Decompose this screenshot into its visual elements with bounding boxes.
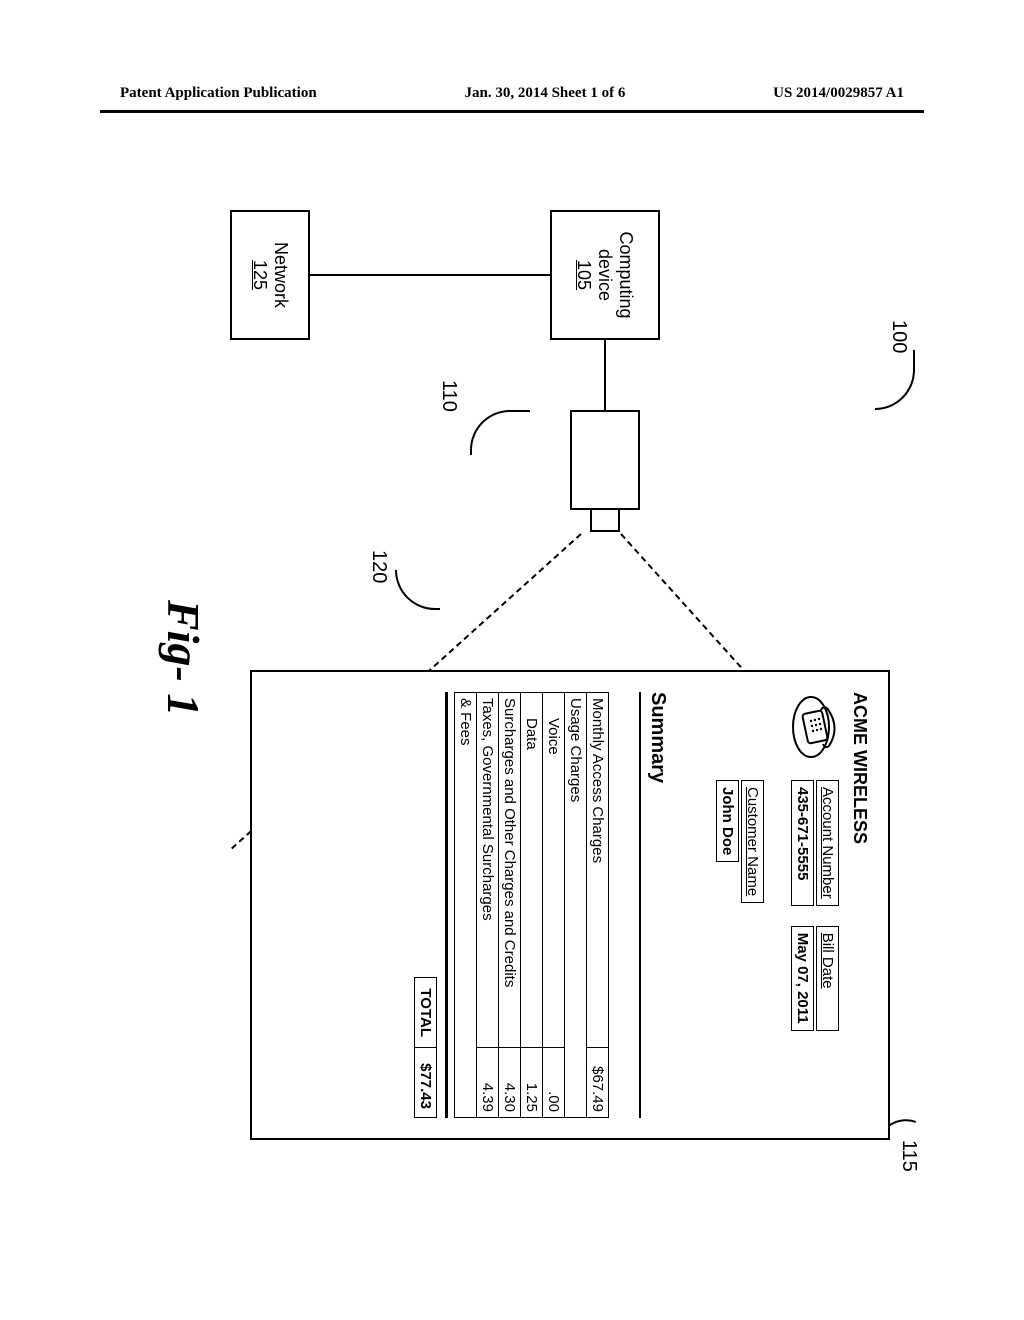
- billdate-field: Bill Date May 07, 2011: [789, 926, 839, 1031]
- ref-100: 100: [887, 320, 910, 353]
- connector-device-network: [310, 274, 550, 276]
- ref-110-leader: [470, 410, 530, 455]
- ref-120-leader: [395, 570, 440, 610]
- document-bill: ACME WIRELESS Account Number: [250, 670, 890, 1140]
- figure-area: 100 Computing device 105 Network 125 110…: [5, 265, 1024, 1095]
- table-row: Taxes, Governmental Surcharges 4.39: [477, 693, 499, 1118]
- computing-device-num: 105: [574, 260, 595, 290]
- computing-device-label-1: Computing: [616, 231, 637, 318]
- summary-divider: [639, 692, 641, 1118]
- row-label: Monthly Access Charges: [587, 693, 609, 1048]
- page-header: Patent Application Publication Jan. 30, …: [0, 85, 1024, 102]
- total-label: TOTAL: [414, 977, 437, 1048]
- doc-company: ACME WIRELESS: [849, 692, 870, 1118]
- row-label: Usage Charges: [565, 693, 587, 1048]
- header-divider: [100, 110, 924, 113]
- figure-content: 100 Computing device 105 Network 125 110…: [100, 170, 930, 1190]
- row-label: & Fees: [455, 693, 477, 1048]
- billdate-label: Bill Date: [816, 926, 839, 1031]
- row-amount: [565, 1048, 587, 1118]
- header-center: Jan. 30, 2014 Sheet 1 of 6: [464, 85, 625, 102]
- ref-110: 110: [437, 380, 460, 412]
- row-amount: 4.39: [477, 1048, 499, 1118]
- row-amount: 1.25: [521, 1048, 543, 1118]
- row-amount: $67.49: [587, 1048, 609, 1118]
- customer-value: John Doe: [716, 780, 739, 862]
- row-label: Taxes, Governmental Surcharges: [477, 693, 499, 1048]
- customer-label: Customer Name: [741, 780, 764, 903]
- row-label: Surcharges and Other Charges and Credits: [499, 693, 521, 1048]
- scanner-lid: [590, 510, 620, 532]
- account-field: Account Number 435-671-5555: [789, 780, 839, 906]
- header-right: US 2014/0029857 A1: [773, 85, 904, 102]
- total-value: $77.43: [414, 1048, 437, 1118]
- connector-device-scanner: [604, 340, 606, 410]
- table-row: Data 1.25: [521, 693, 543, 1118]
- customer-field: Customer Name John Doe: [714, 780, 764, 1031]
- phone-icon: [789, 692, 839, 762]
- table-row: Monthly Access Charges $67.49: [587, 693, 609, 1118]
- computing-device-label-2: device: [595, 249, 616, 301]
- scanner-block: [570, 410, 640, 510]
- ref-100-leader: [875, 350, 915, 410]
- row-label: Data: [521, 693, 543, 1048]
- total-row: TOTAL $77.43: [414, 692, 437, 1118]
- account-label: Account Number: [816, 780, 839, 906]
- summary-table: Monthly Access Charges $67.49 Usage Char…: [454, 692, 609, 1118]
- table-row: & Fees: [455, 693, 477, 1118]
- doc-account-group: Account Number 435-671-5555 Bill Date Ma…: [714, 780, 839, 1031]
- row-amount: .00: [543, 1048, 565, 1118]
- row-label: Voice: [543, 693, 565, 1048]
- summary-heading: Summary: [646, 692, 669, 1118]
- header-left: Patent Application Publication: [120, 85, 317, 102]
- row-amount: [455, 1048, 477, 1118]
- table-row: Voice .00: [543, 693, 565, 1118]
- table-row: Surcharges and Other Charges and Credits…: [499, 693, 521, 1118]
- network-block: Network 125: [230, 210, 310, 340]
- network-label: Network: [270, 242, 291, 308]
- total-divider: [445, 692, 448, 1118]
- billdate-value: May 07, 2011: [791, 926, 814, 1031]
- table-row: Usage Charges: [565, 693, 587, 1118]
- row-amount: 4.30: [499, 1048, 521, 1118]
- computing-device-block: Computing device 105: [550, 210, 660, 340]
- account-value: 435-671-5555: [791, 780, 814, 906]
- ref-120: 120: [367, 550, 390, 583]
- figure-label: Fig- 1: [157, 600, 210, 716]
- network-num: 125: [249, 260, 270, 290]
- doc-top-row: Account Number 435-671-5555 Bill Date Ma…: [714, 692, 839, 1118]
